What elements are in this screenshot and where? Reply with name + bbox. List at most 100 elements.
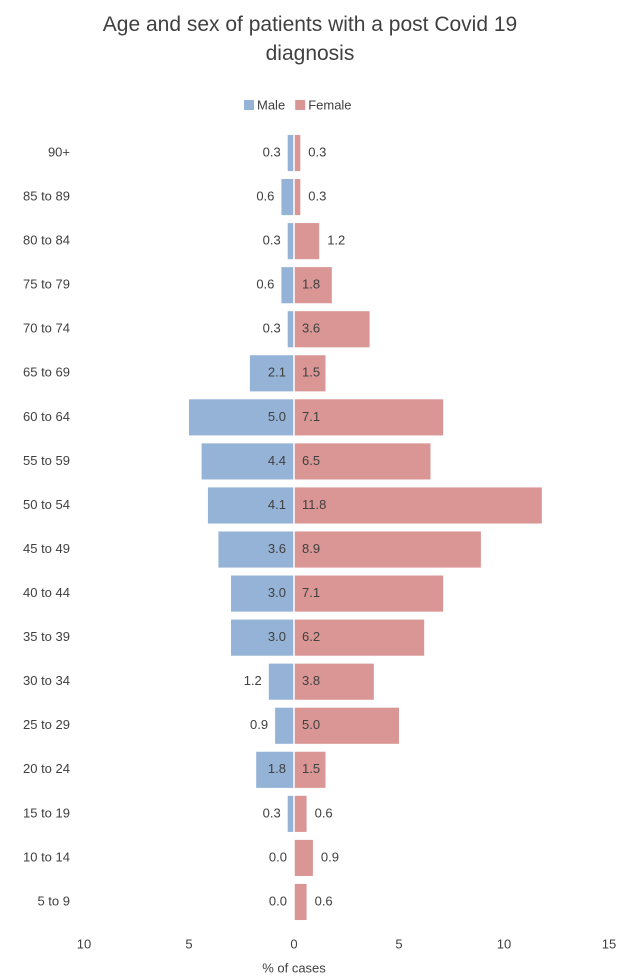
bar (294, 355, 326, 392)
category-label: 35 to 39 (23, 629, 70, 644)
bar (294, 179, 301, 216)
x-tick-label: 10 (497, 936, 511, 951)
value-label: 6.5 (302, 453, 320, 468)
bar (294, 883, 307, 921)
value-label: 0.3 (263, 321, 281, 336)
value-label: 0.3 (308, 189, 326, 204)
bar (294, 487, 542, 524)
category-label: 20 to 24 (23, 761, 70, 776)
bar (231, 575, 294, 612)
bar (294, 223, 320, 260)
bar (287, 223, 294, 260)
x-tick-label: 0 (290, 936, 297, 951)
bar (294, 134, 301, 172)
bar (287, 311, 294, 348)
bar (231, 619, 294, 656)
value-label: 3.8 (302, 673, 320, 688)
bar (294, 751, 326, 788)
bar (201, 443, 294, 480)
value-label: 4.4 (268, 453, 286, 468)
value-label: 0.3 (308, 144, 326, 159)
category-label: 60 to 64 (23, 409, 70, 424)
value-label: 2.1 (268, 365, 286, 380)
value-label: 1.2 (244, 673, 262, 688)
bar (294, 531, 481, 568)
category-label: 80 to 84 (23, 233, 70, 248)
bar (207, 487, 294, 524)
bar (189, 399, 294, 436)
category-label: 10 to 14 (23, 849, 70, 864)
bar (294, 619, 425, 656)
bar (249, 355, 294, 392)
value-label: 11.8 (302, 497, 326, 512)
bar (294, 443, 431, 480)
x-tick-label: 15 (602, 936, 616, 951)
value-label: 1.5 (302, 761, 320, 776)
bar (294, 839, 313, 876)
value-label: 0.6 (315, 893, 333, 908)
bar (294, 399, 444, 436)
value-label: 0.6 (315, 805, 333, 820)
value-label: 0.3 (263, 233, 281, 248)
bar (294, 795, 307, 832)
category-label: 75 to 79 (23, 277, 70, 292)
value-label: 1.8 (268, 761, 286, 776)
bar (275, 707, 294, 744)
value-label: 5.0 (302, 717, 320, 732)
value-label: 5.0 (268, 409, 286, 424)
category-label: 90+ (48, 144, 70, 159)
category-label: 85 to 89 (23, 189, 70, 204)
bar (294, 707, 399, 744)
bar (281, 179, 294, 216)
category-label: 65 to 69 (23, 365, 70, 380)
bar (294, 267, 332, 304)
x-tick-label: 5 (185, 936, 192, 951)
value-label: 3.0 (268, 629, 286, 644)
value-label: 7.1 (302, 409, 320, 424)
bar (281, 267, 294, 304)
bar (294, 663, 374, 700)
value-label: 0.3 (263, 144, 281, 159)
legend-swatch (244, 100, 254, 110)
value-label: 3.6 (302, 321, 320, 336)
bar (218, 531, 294, 568)
value-label: 3.0 (268, 585, 286, 600)
bar (294, 311, 370, 348)
value-label: 0.0 (269, 893, 287, 908)
value-label: 6.2 (302, 629, 320, 644)
value-label: 0.0 (269, 849, 287, 864)
value-label: 0.3 (263, 805, 281, 820)
category-label: 40 to 44 (23, 585, 70, 600)
bar (294, 575, 444, 612)
category-label: 25 to 29 (23, 717, 70, 732)
x-tick-label: 10 (77, 936, 91, 951)
category-label: 50 to 54 (23, 497, 70, 512)
category-label: 30 to 34 (23, 673, 70, 688)
legend-label: Female (308, 97, 351, 112)
value-label: 0.9 (250, 717, 268, 732)
bar (268, 663, 294, 700)
value-label: 1.5 (302, 365, 320, 380)
category-label: 5 to 9 (37, 893, 70, 908)
value-label: 1.8 (302, 277, 320, 292)
legend-label: Male (257, 97, 285, 112)
legend-swatch (295, 100, 306, 110)
chart-title: Age and sex of patients with a post Covi… (102, 13, 518, 65)
value-label: 4.1 (268, 497, 286, 512)
bar (287, 134, 294, 172)
value-label: 8.9 (302, 541, 320, 556)
category-label: 15 to 19 (23, 805, 70, 820)
value-label: 7.1 (302, 585, 320, 600)
value-label: 0.6 (256, 189, 274, 204)
x-tick-label: 5 (395, 936, 402, 951)
x-axis-label: % of cases (262, 960, 326, 975)
bar (287, 795, 294, 832)
category-label: 70 to 74 (23, 321, 70, 336)
bar (256, 751, 294, 788)
value-label: 1.2 (327, 233, 345, 248)
category-label: 45 to 49 (23, 541, 70, 556)
value-label: 0.6 (256, 277, 274, 292)
value-label: 0.9 (321, 849, 339, 864)
category-label: 55 to 59 (23, 453, 70, 468)
